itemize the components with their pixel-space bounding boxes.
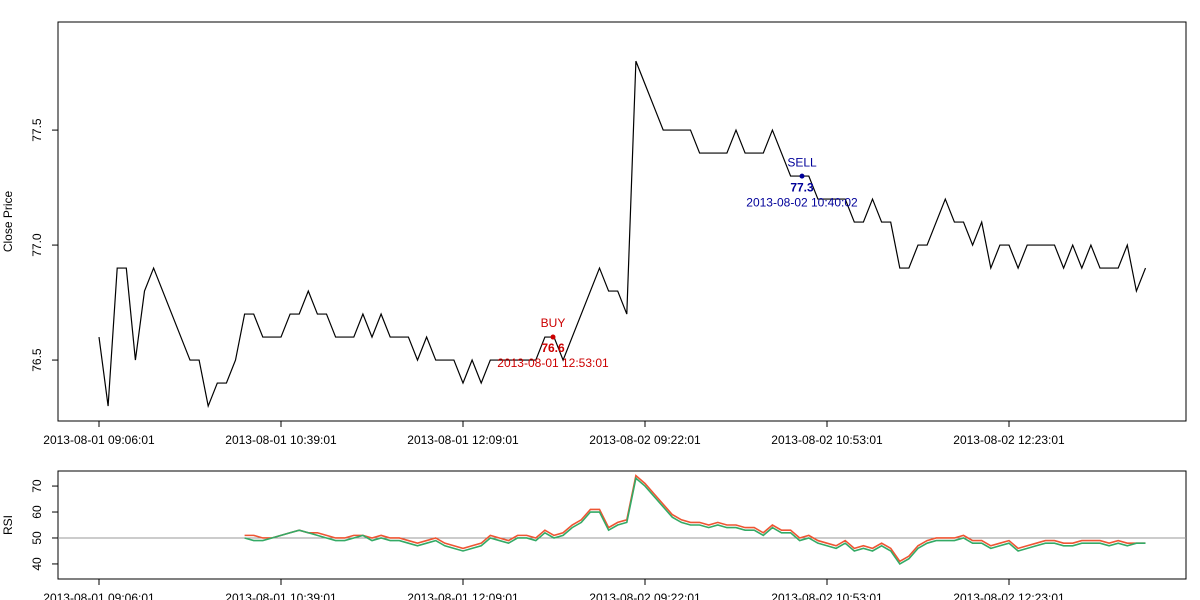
y-tick-label: 40 [30, 557, 44, 571]
trade-time: 2013-08-02 10:40:02 [746, 195, 858, 209]
x-tick-label: 2013-08-01 09:06:01 [43, 591, 155, 600]
plot-frame [57, 470, 1187, 580]
series-line [244, 476, 1146, 565]
y-tick-label: 77.5 [30, 118, 44, 142]
series-line [244, 474, 1146, 563]
trade-value: 76.6 [541, 341, 565, 355]
x-tick-label: 2013-08-01 12:09:01 [407, 433, 519, 447]
y-axis-title: RSI [1, 515, 15, 535]
trade-time: 2013-08-01 12:53:01 [497, 356, 609, 370]
x-tick-label: 2013-08-01 10:39:01 [225, 433, 337, 447]
plot-frame [57, 21, 1187, 422]
y-tick-label: 60 [30, 505, 44, 519]
x-tick-label: 2013-08-02 12:23:01 [953, 433, 1065, 447]
y-tick-label: 50 [30, 531, 44, 545]
trade-marker [799, 173, 805, 179]
y-tick-label: 76.5 [30, 348, 44, 372]
trade-value: 77.3 [790, 180, 814, 194]
y-tick-label: 70 [30, 479, 44, 493]
trade-marker [550, 334, 556, 340]
x-tick-label: 2013-08-02 09:22:01 [589, 433, 701, 447]
x-tick-label: 2013-08-01 12:09:01 [407, 591, 519, 600]
x-tick-label: 2013-08-02 12:23:01 [953, 591, 1065, 600]
x-tick-label: 2013-08-02 10:53:01 [771, 591, 883, 600]
trade-label: SELL [787, 155, 817, 169]
series-line [98, 60, 1147, 409]
x-tick-label: 2013-08-01 10:39:01 [225, 591, 337, 600]
x-tick-label: 2013-08-02 10:53:01 [771, 433, 883, 447]
x-tick-label: 2013-08-01 09:06:01 [43, 433, 155, 447]
y-tick-label: 77.0 [30, 233, 44, 257]
trade-label: BUY [541, 316, 566, 330]
y-axis-title: Close Price [1, 191, 15, 253]
x-tick-label: 2013-08-02 09:22:01 [589, 591, 701, 600]
